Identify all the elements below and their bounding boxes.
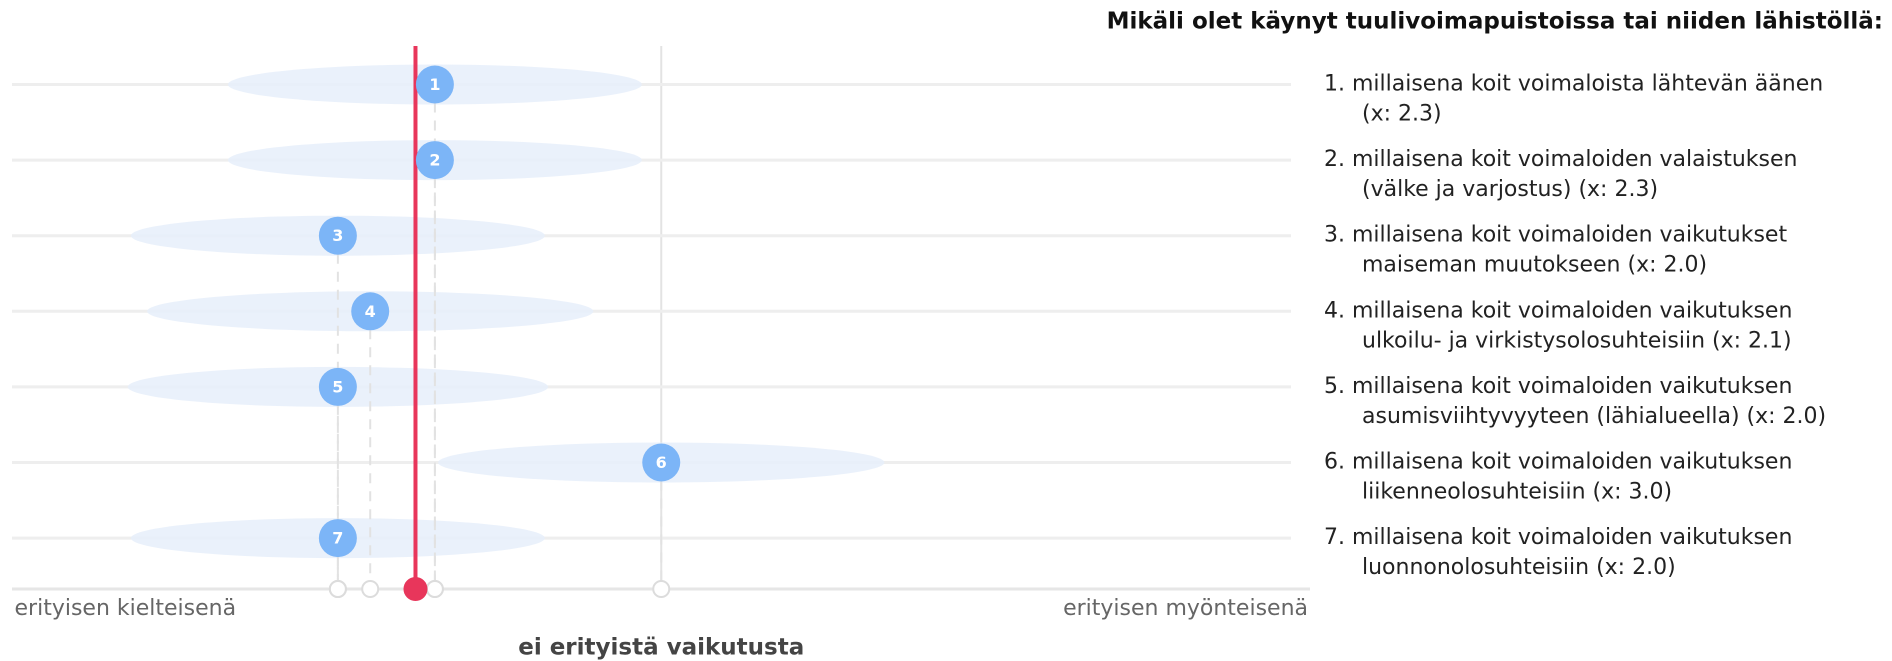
x-tick-label: erityisen kielteisenä	[15, 596, 237, 621]
point-label: 7	[332, 529, 343, 548]
chart-title: Mikäli olet käynyt tuulivoimapuistoissa …	[1107, 9, 1883, 35]
axis-marker	[328, 580, 347, 598]
point	[415, 65, 454, 104]
point	[318, 367, 357, 406]
point-label: 5	[332, 377, 343, 396]
point	[351, 292, 390, 331]
point	[642, 443, 681, 482]
x-tick-label: ei erityistä vaikutusta	[518, 635, 804, 661]
legend-entry: 2. millaisena koit voimaloiden valaistuk…	[1324, 147, 1797, 172]
legend-entry: ulkoilu- ja virkistysolosuhteisiin (x: 2…	[1362, 328, 1792, 353]
point-label: 6	[656, 453, 667, 472]
axis-marker	[425, 580, 444, 598]
legend-entry: (välke ja varjostus) (x: 2.3)	[1362, 177, 1658, 202]
point-label: 1	[429, 75, 440, 94]
legend-entry: 5. millaisena koit voimaloiden vaikutuks…	[1324, 374, 1792, 399]
axis-marker	[652, 580, 671, 598]
legend-entry: 7. millaisena koit voimaloiden vaikutuks…	[1324, 525, 1792, 550]
legend-entry: 4. millaisena koit voimaloiden vaikutuks…	[1324, 298, 1792, 323]
point-label: 4	[365, 302, 376, 321]
legend-entry: asumisviihtyvyyteen (lähialueella) (x: 2…	[1362, 404, 1826, 429]
mean-marker	[403, 577, 428, 601]
x-tick-label: erityisen myönteisenä	[1063, 596, 1308, 621]
axis-marker	[361, 580, 380, 598]
legend-entry: 6. millaisena koit voimaloiden vaikutuks…	[1324, 450, 1792, 475]
point-label: 2	[429, 151, 440, 170]
legend-entry: liikenneolosuhteisiin (x: 3.0)	[1362, 480, 1672, 505]
legend-entry: 1. millaisena koit voimaloista lähtevän …	[1324, 72, 1823, 97]
point	[415, 141, 454, 180]
legend-entry: luonnonolosuhteisiin (x: 2.0)	[1362, 555, 1676, 580]
point	[318, 519, 357, 558]
legend-entry: maiseman muutokseen (x: 2.0)	[1362, 253, 1707, 278]
legend-entry: 3. millaisena koit voimaloiden vaikutuks…	[1324, 223, 1787, 248]
point-label: 3	[332, 226, 343, 245]
point	[318, 216, 357, 255]
legend-entry: (x: 2.3)	[1362, 102, 1442, 127]
